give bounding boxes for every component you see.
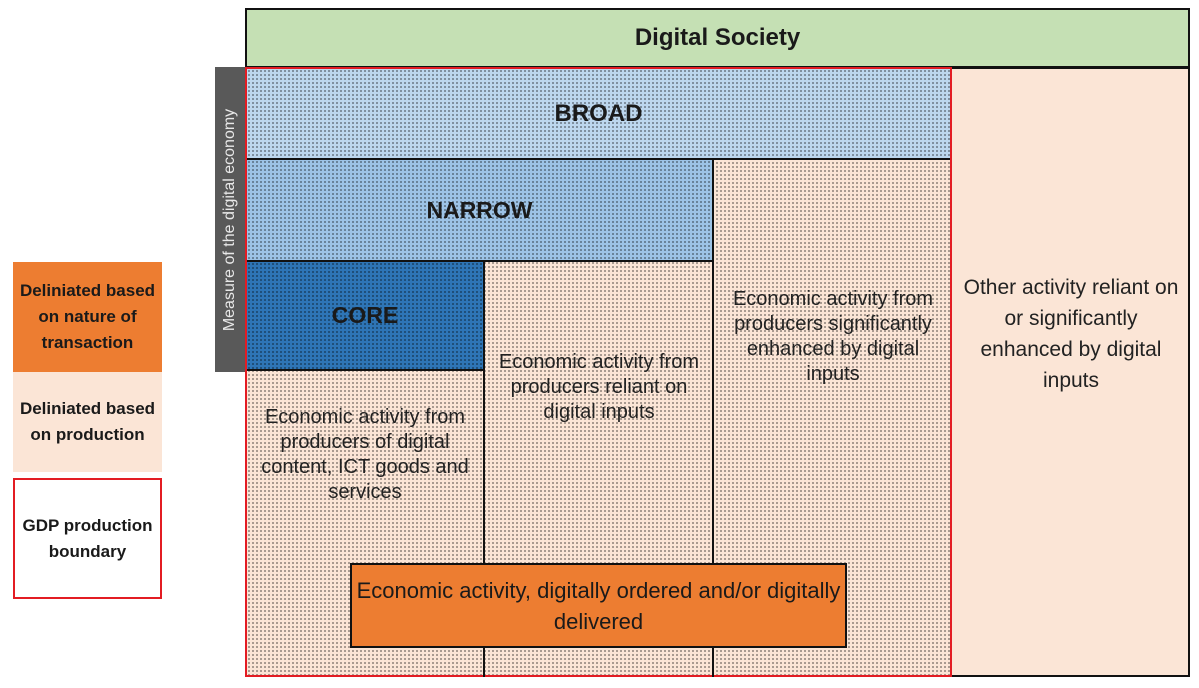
reliant-producers-text: Economic activity from producers reliant… bbox=[498, 351, 700, 423]
narrow-band: NARROW bbox=[247, 160, 714, 262]
digitally-ordered-text: Economic activity, digitally ordered and… bbox=[356, 577, 841, 634]
measure-label: Measure of the digital economy bbox=[221, 108, 238, 331]
legend-gdp-label: GDP production boundary bbox=[22, 515, 153, 561]
divider-core-reliant bbox=[483, 371, 485, 677]
legend-production-label: Deliniated based on production bbox=[19, 399, 156, 444]
enhanced-producers-text: Economic activity from producers signifi… bbox=[732, 288, 934, 385]
broad-band: BROAD bbox=[247, 69, 950, 160]
core-label: CORE bbox=[331, 302, 399, 328]
legend-nature-of-transaction: Deliniated based on nature of transactio… bbox=[13, 262, 162, 372]
legend-nature-label: Deliniated based on nature of transactio… bbox=[19, 281, 156, 352]
other-activity-text: Other activity reliant on or significant… bbox=[963, 276, 1179, 392]
broad-label: BROAD bbox=[554, 99, 643, 127]
divider-reliant-enhanced bbox=[712, 262, 714, 677]
legend-gdp-boundary: GDP production boundary bbox=[13, 478, 162, 599]
core-producers-text: Economic activity from producers of digi… bbox=[261, 406, 469, 503]
digitally-ordered-box: Economic activity, digitally ordered and… bbox=[350, 563, 847, 648]
digital-society-header: Digital Society bbox=[245, 8, 1190, 68]
measure-bar: Measure of the digital economy bbox=[215, 67, 245, 372]
narrow-label: NARROW bbox=[426, 196, 533, 223]
digital-society-label: Digital Society bbox=[634, 24, 801, 51]
legend-production: Deliniated based on production bbox=[13, 372, 162, 472]
core-band: CORE bbox=[247, 262, 485, 371]
